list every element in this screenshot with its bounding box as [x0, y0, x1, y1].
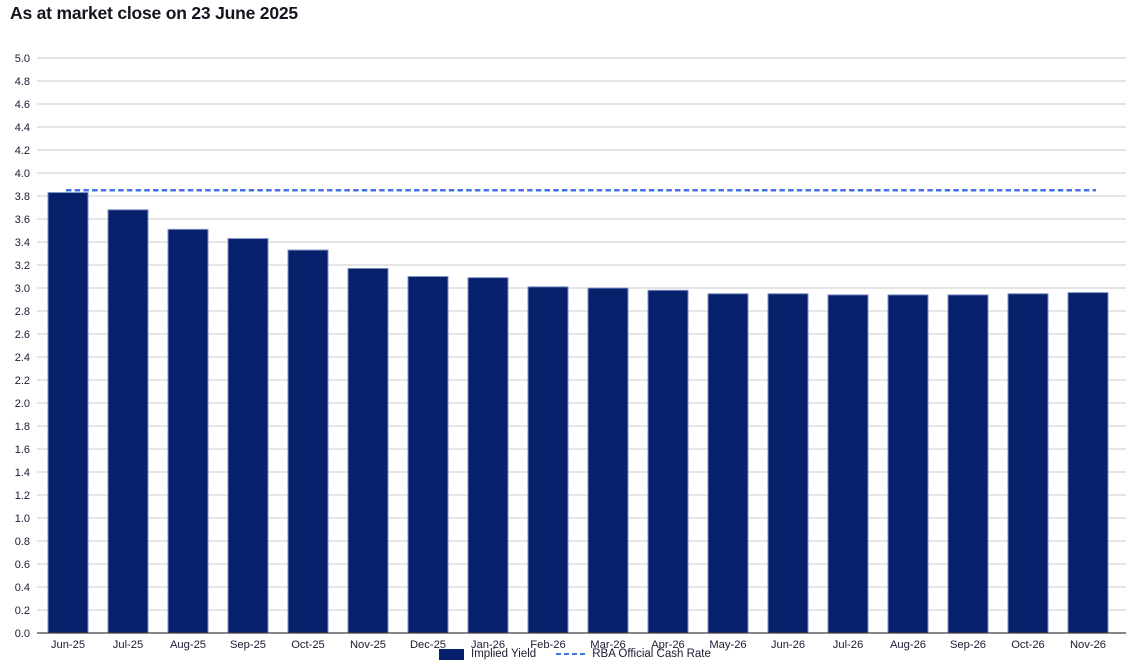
implied-yield-swatch [439, 648, 464, 660]
y-tick-label: 2.2 [15, 375, 30, 387]
y-tick-label: 4.6 [15, 99, 30, 111]
y-tick-label: 4.0 [15, 168, 30, 180]
x-tick-label: Apr-26 [651, 639, 685, 651]
bar-feb-26 [527, 286, 569, 634]
chart-legend: Implied Yield RBA Official Cash Rate [439, 646, 711, 662]
y-tick-label: 4.4 [15, 122, 30, 134]
chart-title: As at market close on 23 June 2025 [10, 3, 298, 23]
bar-apr-26 [647, 289, 689, 634]
y-tick-label: 2.4 [15, 352, 30, 364]
bar-jan-26 [467, 277, 509, 634]
bar-aug-26 [887, 294, 929, 634]
x-tick-label: Aug-26 [890, 639, 926, 651]
y-tick-label: 2.0 [15, 398, 30, 410]
x-tick-label: Oct-25 [291, 639, 325, 651]
y-tick-label: 0.2 [15, 605, 30, 617]
x-tick-label: Jul-25 [113, 639, 143, 651]
y-tick-label: 0.0 [15, 628, 30, 640]
bar-nov-26 [1067, 292, 1109, 634]
bar-oct-25 [287, 249, 329, 634]
x-tick-label: Jun-26 [771, 639, 805, 651]
y-tick-label: 0.6 [15, 559, 30, 571]
bar-sep-26 [947, 294, 989, 634]
y-tick-label: 3.4 [15, 237, 30, 249]
bar-jul-26 [827, 294, 869, 634]
y-tick-label: 0.4 [15, 582, 30, 594]
bar-jul-25 [107, 209, 149, 634]
x-tick-label: Oct-26 [1011, 639, 1045, 651]
x-tick-label: May-26 [709, 639, 746, 651]
x-tick-label: Sep-25 [230, 639, 266, 651]
implied-yield-legend-label: Implied Yield [471, 648, 537, 660]
y-tick-label: 2.6 [15, 329, 30, 341]
cash-rate-legend-label: RBA Official Cash Rate [592, 648, 711, 660]
bar-jun-25 [47, 192, 89, 634]
bar-sep-25 [227, 238, 269, 634]
x-tick-label: Nov-26 [1070, 639, 1106, 651]
bar-oct-26 [1007, 293, 1049, 634]
y-tick-label: 1.8 [15, 421, 30, 433]
bar-mar-26 [587, 287, 629, 634]
bar-may-26 [707, 293, 749, 634]
y-tick-label: 4.2 [15, 145, 30, 157]
bar-aug-25 [167, 228, 209, 634]
y-tick-label: 0.8 [15, 536, 30, 548]
y-tick-label: 1.2 [15, 490, 30, 502]
x-tick-label: Jan-26 [471, 639, 505, 651]
x-tick-label: Feb-26 [530, 639, 565, 651]
bar-dec-25 [407, 276, 449, 634]
x-tick-label: Jun-25 [51, 639, 85, 651]
y-tick-label: 1.6 [15, 444, 30, 456]
x-tick-label: Mar-26 [590, 639, 625, 651]
bar-jun-26 [767, 293, 809, 634]
x-tick-label: Dec-25 [410, 639, 446, 651]
y-tick-label: 3.6 [15, 214, 30, 226]
x-tick-label: Sep-26 [950, 639, 986, 651]
y-tick-label: 3.2 [15, 260, 30, 272]
y-tick-label: 1.0 [15, 513, 30, 525]
cash-rate-line-swatch [556, 652, 586, 656]
y-tick-label: 5.0 [15, 53, 30, 65]
bar-nov-25 [347, 267, 389, 634]
x-tick-label: Aug-25 [170, 639, 206, 651]
y-tick-label: 4.8 [15, 76, 30, 88]
y-tick-label: 3.0 [15, 283, 30, 295]
y-tick-label: 3.8 [15, 191, 30, 203]
x-tick-label: Jul-26 [833, 639, 863, 651]
y-tick-label: 1.4 [15, 467, 30, 479]
y-tick-label: 2.8 [15, 306, 30, 318]
x-tick-label: Nov-25 [350, 639, 386, 651]
